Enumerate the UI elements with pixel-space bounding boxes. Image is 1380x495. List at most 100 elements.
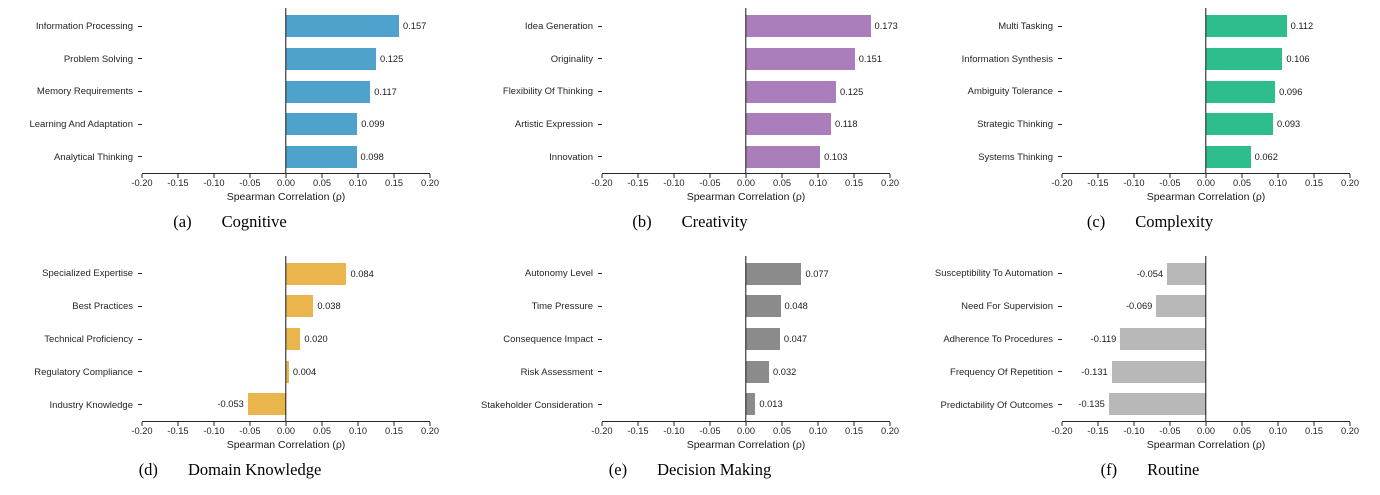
x-tick-mark [1241, 421, 1243, 426]
x-tick-mark [285, 174, 287, 178]
zero-line [285, 255, 287, 421]
y-tick-mark [598, 156, 602, 158]
x-tick-label: -0.10 [663, 178, 685, 188]
chart-caption: (d) Domain Knowledge [0, 460, 460, 480]
bar [746, 360, 770, 383]
x-tick-mark [1349, 421, 1351, 426]
bar [1206, 15, 1287, 38]
plot-area: 0.112 0.106 0.096 0.093 0.062 [1058, 8, 1351, 178]
y-axis-label: Problem Solving [63, 53, 133, 65]
plot-column: -0.054 -0.069 -0.119 -0.131 -0.135 -0.20 -0.1… [1051, 255, 1359, 451]
y-tick-mark [138, 338, 142, 340]
x-tick-mark [637, 421, 639, 426]
x-tick-mark [781, 174, 783, 178]
x-tick-label: 0.00 [276, 425, 296, 436]
bar-value-label: 0.151 [858, 53, 882, 64]
bar [1206, 113, 1273, 136]
x-tick-label: -0.10 [1123, 178, 1145, 188]
chart-body: Information Processing Problem Solving Mem… [0, 8, 460, 203]
y-tick-mark [138, 58, 142, 60]
plot-column: 0.077 0.048 0.047 0.032 0.013 -0.20 -0.15 -0.1… [591, 255, 899, 451]
y-axis-label: Idea Generation [524, 20, 593, 32]
x-tick-mark [1133, 174, 1135, 178]
bar-value-label: 0.093 [1276, 119, 1301, 130]
y-tick-mark [598, 403, 602, 405]
x-tick-mark [745, 421, 747, 426]
x-tick-label: 0.20 [420, 425, 440, 436]
x-axis-title: Spearman Correlation (ρ) [226, 191, 346, 203]
x-tick-mark [637, 174, 639, 178]
bar-value-label: 0.004 [292, 366, 317, 377]
x-tick-label: -0.15 [1087, 178, 1109, 188]
y-axis-label: Analytical Thinking [53, 152, 133, 164]
y-axis-label: Multi Tasking [998, 20, 1053, 32]
x-tick-mark [357, 421, 359, 426]
y-axis-label: Information Processing [35, 20, 133, 32]
y-axis-label: Memory Requirements [36, 86, 133, 98]
bar [286, 80, 371, 103]
x-tick-mark [673, 421, 675, 426]
x-tick-mark [429, 421, 431, 426]
x-tick-mark [817, 174, 819, 178]
y-tick-mark [1058, 123, 1062, 125]
x-axis-tick-labels: -0.20 -0.15 -0.10 -0.05 0.00 0.05 0.10 0.15 0.20 [1051, 174, 1359, 190]
y-axis-label: Susceptibility To Automation [934, 268, 1053, 280]
bar-value-label: -0.135 [1078, 399, 1105, 410]
x-tick-label: 0.05 [772, 178, 792, 188]
y-axis-label: Need For Supervision [961, 301, 1053, 313]
bar-value-label: 0.103 [824, 151, 848, 162]
x-tick-label: -0.20 [131, 178, 153, 188]
bar [1206, 80, 1276, 103]
chart-body: Multi Tasking Information Synthesis Ambigu… [920, 8, 1380, 203]
x-axis-tick-labels: -0.20 -0.15 -0.10 -0.05 0.00 0.05 0.10 0.15 0.20 [131, 174, 439, 190]
y-tick-mark [598, 273, 602, 275]
x-tick-mark [673, 174, 675, 178]
x-tick-label: 0.20 [880, 178, 900, 188]
bar [286, 145, 357, 168]
bar [746, 80, 836, 103]
y-axis-label: Learning And Adaptation [29, 119, 133, 131]
x-tick-label: 0.15 [844, 178, 864, 188]
y-axis-label: Artistic Expression [514, 119, 593, 131]
zero-line [745, 8, 747, 173]
x-tick-mark [1133, 421, 1135, 426]
bar [1167, 262, 1206, 285]
x-axis-tick-labels: -0.20 -0.15 -0.10 -0.05 0.00 0.05 0.10 0.15 0.20 [591, 422, 899, 438]
y-axis-label: Risk Assessment [520, 366, 593, 378]
x-tick-mark [285, 421, 287, 426]
x-tick-mark [141, 421, 143, 426]
bar-value-label: 0.020 [304, 334, 328, 344]
y-axis-label: Predictability Of Outcomes [940, 399, 1053, 411]
bar-value-label: 0.173 [874, 21, 898, 32]
y-axis-label: Adherence To Procedures [943, 333, 1053, 345]
x-tick-label: 0.10 [1268, 425, 1288, 436]
x-tick-mark [1241, 174, 1243, 178]
x-tick-label: 0.15 [1304, 178, 1324, 188]
chart-body: Susceptibility To Automation Need For Sup… [920, 255, 1380, 451]
caption-index: (a) [173, 212, 192, 231]
caption-title: Creativity [681, 212, 748, 231]
x-tick-mark [357, 174, 359, 178]
x-tick-label: -0.10 [1123, 425, 1145, 436]
bar-value-label: 0.099 [361, 119, 385, 130]
bar-value-label: 0.062 [1254, 151, 1278, 162]
bar-value-label: 0.096 [1279, 86, 1303, 97]
x-tick-mark [1313, 174, 1315, 178]
x-tick-mark [393, 421, 395, 426]
bar [1206, 47, 1283, 70]
bar [746, 295, 781, 318]
x-tick-mark [177, 174, 179, 178]
x-tick-mark [1205, 421, 1207, 426]
x-tick-label: 0.10 [1268, 178, 1288, 188]
x-tick-label: -0.05 [699, 425, 721, 436]
y-axis-label: Frequency Of Repetition [950, 366, 1053, 378]
y-tick-mark [1058, 273, 1062, 275]
y-axis-label: Systems Thinking [978, 152, 1053, 164]
y-axis-label: Regulatory Compliance [34, 366, 133, 378]
x-tick-label: 0.10 [348, 178, 368, 188]
y-axis-label: Best Practices [72, 301, 133, 313]
x-axis-title: Spearman Correlation (ρ) [686, 438, 806, 451]
x-tick-label: 0.10 [348, 425, 368, 436]
y-axis-label: Technical Proficiency [44, 333, 133, 345]
bar-value-label: 0.038 [317, 301, 341, 312]
